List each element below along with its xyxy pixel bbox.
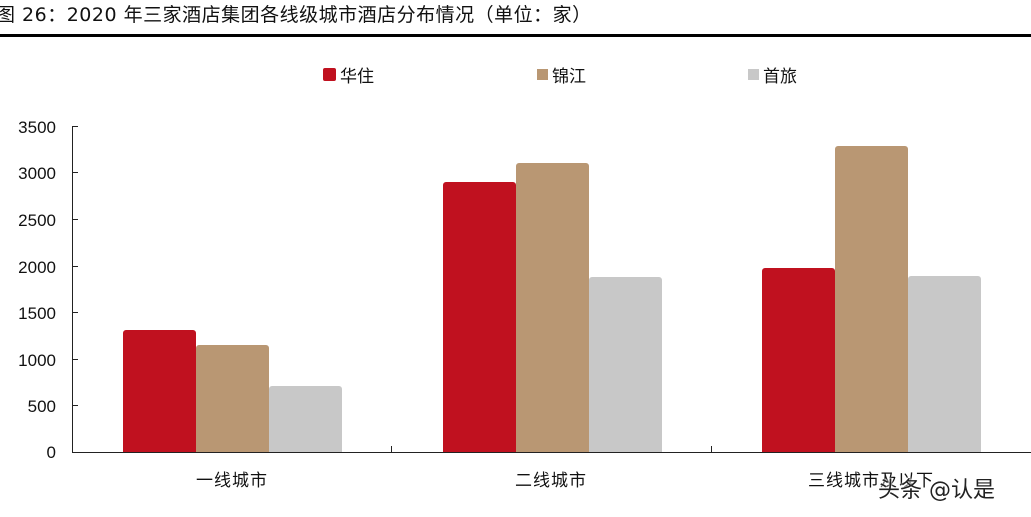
legend-item-huazhu: 华住 xyxy=(323,62,374,87)
legend-label: 华住 xyxy=(340,67,374,87)
x-category-label: 三线城市及以下 xyxy=(808,471,934,491)
title-divider xyxy=(0,34,1031,37)
y-tick xyxy=(72,219,78,220)
x-category-label: 二线城市 xyxy=(515,471,587,491)
legend-swatch-huazhu xyxy=(323,68,336,81)
x-tick xyxy=(391,446,392,452)
y-axis xyxy=(72,126,73,453)
y-tick-label: 1500 xyxy=(18,304,56,323)
y-tick xyxy=(72,359,78,360)
y-tick xyxy=(72,172,78,173)
bar-1-1 xyxy=(516,163,589,452)
bar-1-2 xyxy=(589,276,662,452)
legend-item-jinjiang: 锦江 xyxy=(537,62,586,87)
y-tick-label: 0 xyxy=(46,443,56,462)
bar-2-2 xyxy=(908,275,981,452)
bar-2-0 xyxy=(762,267,835,452)
y-tick xyxy=(72,312,78,313)
watermark: 头条 @认是 xyxy=(878,478,995,503)
chart-title: 图 26：2020 年三家酒店集团各线级城市酒店分布情况（单位：家） xyxy=(0,4,592,26)
y-tick-label: 2500 xyxy=(18,211,56,230)
y-tick-label: 1000 xyxy=(18,351,56,370)
legend-label: 首旅 xyxy=(763,67,797,87)
y-tick-label: 3500 xyxy=(18,118,56,137)
x-axis xyxy=(72,452,1031,453)
bar-0-1 xyxy=(196,344,269,452)
legend-item-shoulv: 首旅 xyxy=(748,62,797,87)
bar-2-1 xyxy=(835,146,908,452)
legend-swatch-shoulv xyxy=(748,69,759,80)
y-tick xyxy=(72,266,78,267)
x-category-label: 一线城市 xyxy=(196,471,268,491)
bar-1-0 xyxy=(443,181,516,452)
y-tick-label: 500 xyxy=(27,397,56,416)
bar-0-0 xyxy=(123,329,196,452)
x-tick xyxy=(711,446,712,452)
y-tick xyxy=(72,405,78,406)
legend-label: 锦江 xyxy=(552,67,586,87)
legend-swatch-jinjiang xyxy=(537,69,548,80)
chart-legend: 华住 锦江 首旅 xyxy=(0,62,1031,87)
y-tick-label: 2000 xyxy=(18,258,56,277)
y-tick xyxy=(72,126,78,127)
bar-0-2 xyxy=(269,385,342,452)
y-tick-label: 3000 xyxy=(18,164,56,183)
